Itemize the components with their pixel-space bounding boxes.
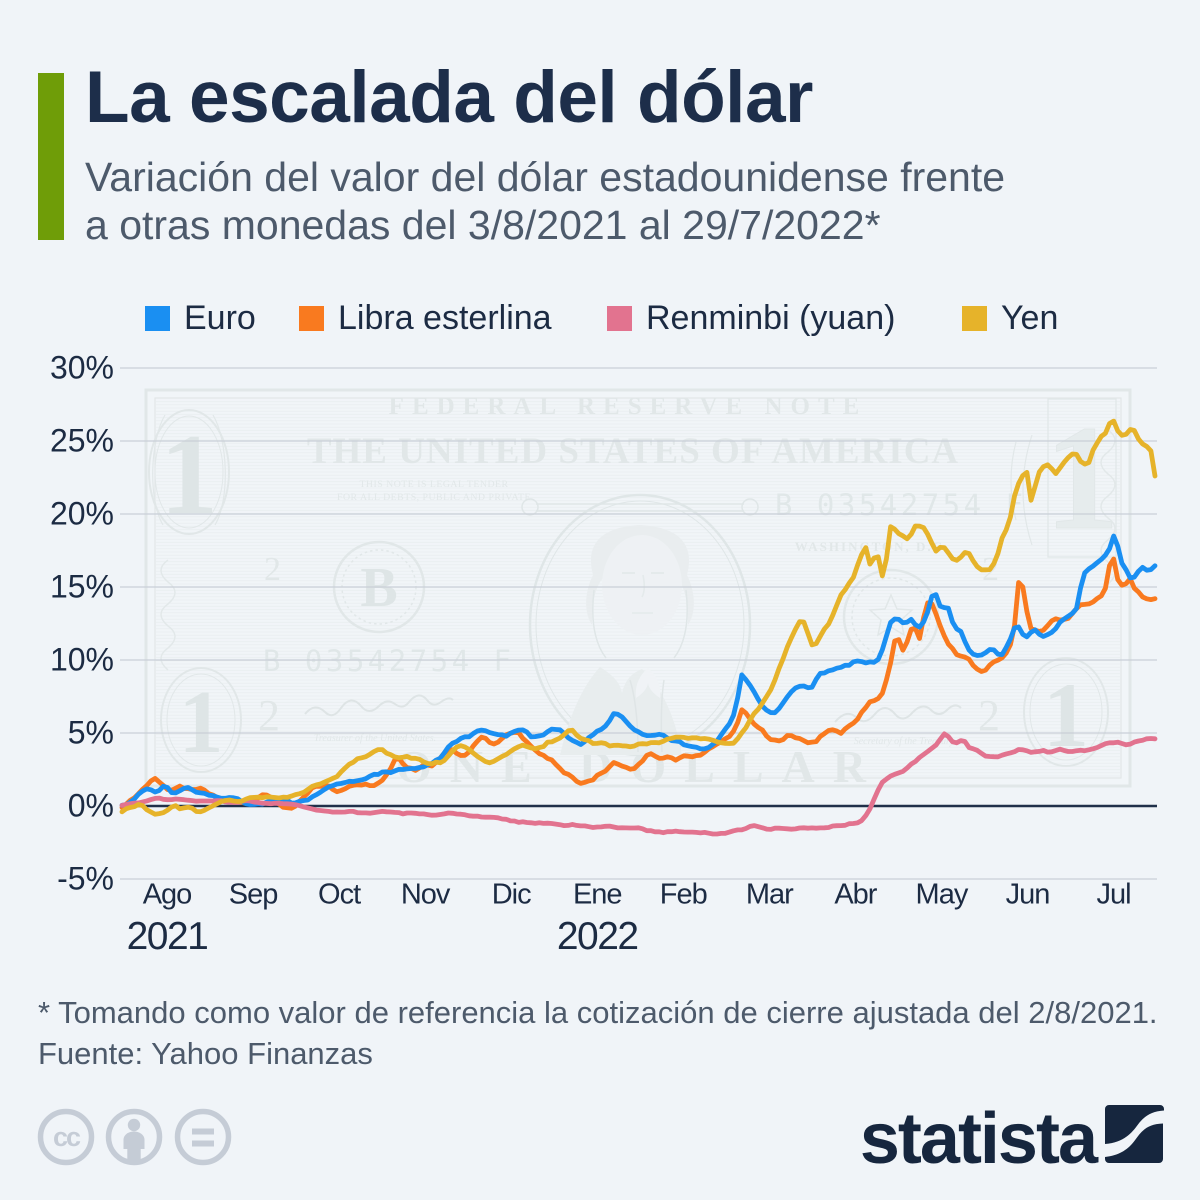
accent-bar: [38, 73, 64, 240]
watermark-numeral-one-topright: [1010, 398, 1117, 558]
legend-item-renminbi-yuan-: Renminbi (yuan): [607, 299, 896, 337]
legend-label: Libra esterlina: [338, 299, 552, 337]
legend-swatch: [607, 305, 632, 331]
series-line-renminbi-yuan-: [119, 731, 1158, 837]
no-derivatives-equals-icon: [174, 1108, 232, 1166]
y-tick-5: 5%: [67, 714, 114, 751]
cc-letters: cc: [53, 1122, 81, 1152]
statista-wordmark: statista: [859, 1099, 1098, 1179]
legend-item-euro: Euro: [145, 299, 256, 337]
x-year-2022: 2022: [556, 915, 639, 958]
watermark-engraving-texture: [156, 399, 1120, 777]
watermark-denomination-text: ONE DOLLAR: [396, 741, 884, 792]
x-tick-feb: Feb: [659, 878, 708, 911]
y-tick-20: 20%: [49, 495, 114, 532]
watermark-numeral-one-bottomleft: [160, 667, 242, 773]
watermark-banner-text: FEDERAL RESERVE NOTE: [389, 393, 868, 420]
legend-label: Renminbi (yuan): [646, 299, 896, 337]
x-tick-jun: Jun: [1005, 878, 1051, 911]
equals-bar-top: [192, 1128, 214, 1135]
series-lines: [119, 418, 1158, 837]
x-tick-jul: Jul: [1096, 878, 1132, 911]
legend-swatch: [145, 305, 170, 331]
watermark-bill-texts: FEDERAL RESERVE NOTE THE UNITED STATES O…: [258, 393, 1027, 792]
legend-item-libra-esterlina: Libra esterlina: [299, 299, 552, 337]
watermark-numeral-two: 2: [978, 691, 1000, 740]
legend-label: Yen: [1001, 299, 1059, 337]
legend-swatch: [962, 305, 987, 331]
watermark-numeral-two: 2: [264, 551, 281, 588]
watermark-city-text: WASHINGTON, D.C.: [795, 539, 950, 554]
legend-label: Euro: [184, 299, 256, 337]
footnote-line: * Tomando como valor de referencia la co…: [38, 995, 1158, 1030]
attribution-person-body: [123, 1131, 145, 1161]
license-icons: cc: [37, 1108, 232, 1166]
attribution-person-icon: [105, 1108, 163, 1166]
watermark-serial-right: B 03542754 F: [775, 488, 1027, 522]
statista-logo-lower-piece: [1105, 1123, 1163, 1163]
x-tick-abr: Abr: [834, 878, 877, 911]
legend-item-yen: Yen: [962, 299, 1059, 337]
x-tick-dic: Dic: [491, 878, 532, 911]
y-tick-0: 0%: [67, 787, 114, 824]
watermark-secretary-caption: Secretary of the Treasury.: [854, 736, 957, 747]
watermark-numeral-one-bottomright: [1023, 657, 1109, 767]
x-tick-nov: Nov: [400, 878, 451, 911]
watermark-legal-text-1: THIS NOTE IS LEGAL TENDER: [359, 479, 508, 490]
x-tick-ene: Ene: [572, 878, 623, 911]
chart-legend: Euro Libra esterlina Renminbi (yuan) Yen: [145, 299, 1145, 337]
watermark-edge-ornaments: [160, 429, 1116, 671]
x-year-2021: 2021: [126, 915, 209, 958]
watermark-country-text: THE UNITED STATES OF AMERICA: [307, 431, 959, 472]
y-tick-25: 25%: [49, 422, 114, 459]
attribution-person-head: [127, 1118, 141, 1132]
x-tick-oct: Oct: [318, 878, 361, 911]
subtitle-line-2: a otras monedas del 3/8/2021 al 29/7/202…: [85, 202, 881, 248]
source-line: Fuente: Yahoo Finanzas: [38, 1036, 373, 1071]
x-tick-ago: Ago: [142, 878, 193, 911]
watermark-numeral-one: 1: [1045, 395, 1120, 561]
watermark-serial-left: B 03542754 F: [263, 644, 515, 678]
subtitle-line-1: Variación del valor del dólar estadounid…: [85, 154, 1006, 200]
y-tick-15: 15%: [49, 568, 114, 605]
x-tick-sep: Sep: [228, 878, 279, 911]
page-subtitle: Variación del valor del dólar estadounid…: [85, 153, 1005, 249]
watermark-numeral-one: 1: [160, 411, 218, 539]
watermark-treasurer-caption: Treasurer of the United States.: [314, 733, 436, 744]
dollar-bill-watermark: FEDERAL RESERVE NOTE THE UNITED STATES O…: [144, 388, 1132, 792]
y-tick--5: -5%: [57, 860, 114, 897]
watermark-treasurer-signature: [304, 694, 454, 717]
cc-icon: [37, 1108, 95, 1166]
y-tick-30: 30%: [49, 349, 114, 386]
watermark-numeral-one: 1: [179, 673, 224, 772]
watermark-legal-text-2: FOR ALL DEBTS, PUBLIC AND PRIVATE: [337, 492, 531, 503]
x-tick-may: May: [915, 878, 969, 911]
gridlines: [120, 367, 1157, 880]
footnote: * Tomando como valor de referencia la co…: [38, 992, 1158, 1074]
watermark-numeral-two: 2: [258, 691, 280, 740]
series-line-yen: [119, 418, 1158, 817]
watermark-numeral-one-topleft: [148, 409, 230, 535]
statista-logo-upper-piece: [1105, 1105, 1164, 1144]
x-tick-mar: Mar: [745, 878, 794, 911]
equals-bar-bottom: [192, 1140, 214, 1147]
page-title: La escalada del dólar: [85, 57, 813, 138]
statista-logo-icon: [1105, 1105, 1164, 1163]
y-tick-10: 10%: [49, 641, 114, 678]
legend-swatch: [299, 305, 324, 331]
watermark-seal-letter: B: [360, 557, 397, 619]
